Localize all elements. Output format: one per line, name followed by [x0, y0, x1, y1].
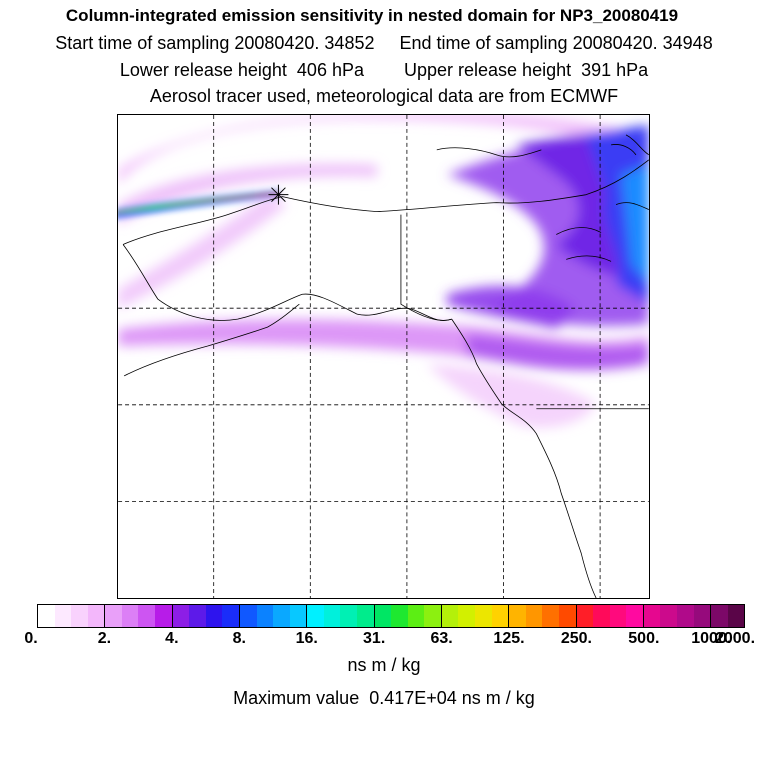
- colorbar-segment: [205, 605, 223, 627]
- colorbar-tick-label: 2000.: [714, 630, 756, 647]
- colorbar-segment: [643, 605, 661, 627]
- plume-layer: [118, 115, 649, 428]
- colorbar-segment: [391, 605, 408, 627]
- tracer-info-line: Aerosol tracer used, meteorological data…: [149, 86, 619, 106]
- colorbar-segment: [323, 605, 341, 627]
- colorbar-segment: [273, 605, 290, 627]
- graticule: [118, 115, 649, 598]
- colorbar: [37, 604, 745, 628]
- colorbar-segment: [289, 605, 308, 627]
- colorbar-tick-label: 500.: [628, 630, 660, 647]
- colorbar-segment: [222, 605, 240, 627]
- colorbar-segment: [693, 605, 712, 627]
- release-height-line: Lower release height 406 hPa Upper relea…: [119, 60, 649, 80]
- receptor-streak: [118, 189, 280, 218]
- colorbar-segment: [593, 605, 610, 627]
- colorbar-segment: [660, 605, 677, 627]
- colorbar-segment: [54, 605, 72, 627]
- colorbar-segment: [138, 605, 156, 627]
- colorbar-tick-label: 4.: [165, 630, 179, 647]
- colorbar-segment: [441, 605, 459, 627]
- colorbar-segment: [105, 605, 122, 627]
- receptor-star-icon: [268, 184, 289, 205]
- colorbar-segment: [256, 605, 274, 627]
- colorbar-segment: [71, 605, 88, 627]
- colorbar-segment: [626, 605, 644, 627]
- colorbar-tick-label: 8.: [232, 630, 246, 647]
- colorbar-segment: [307, 605, 324, 627]
- colorbar-segment: [558, 605, 577, 627]
- colorbar-tick-label: 2.: [97, 630, 112, 647]
- colorbar-segment: [121, 605, 139, 627]
- colorbar-segment: [189, 605, 206, 627]
- sampling-time-line: Start time of sampling 20080420. 34852 E…: [55, 33, 713, 53]
- colorbar-segment: [676, 605, 694, 627]
- colorbar-tick-label: 1000.: [691, 630, 732, 647]
- colorbar-units: ns m / kg: [347, 655, 421, 675]
- colorbar-segment: [491, 605, 510, 627]
- colorbar-segment: [542, 605, 559, 627]
- colorbar-segment: [340, 605, 357, 627]
- colorbar-segment: [239, 605, 257, 627]
- colorbar-segment: [458, 605, 476, 627]
- colorbar-segment: [87, 605, 106, 627]
- colorbar-tick-label: 125.: [493, 630, 525, 647]
- map-title: Column-integrated emission sensitivity i…: [65, 6, 679, 25]
- colorbar-tick-label: 63.: [430, 630, 453, 647]
- colorbar-segment: [727, 605, 745, 627]
- colorbar-segment: [356, 605, 375, 627]
- colorbar-segment: [172, 605, 190, 627]
- colorbar-segment: [407, 605, 425, 627]
- sensitivity-map: [117, 114, 650, 599]
- maximum-value: Maximum value 0.417E+04 ns m / kg: [233, 688, 535, 708]
- colorbar-segment: [509, 605, 526, 627]
- colorbar-tick-label: 250.: [560, 630, 592, 647]
- colorbar-tick-label: 0.: [24, 630, 38, 647]
- colorbar-segment: [609, 605, 627, 627]
- colorbar-tick-label: 31.: [363, 630, 386, 647]
- colorbar-tick-label: 16.: [295, 630, 318, 647]
- colorbar-segment: [475, 605, 492, 627]
- coastline-layer: [122, 134, 649, 598]
- colorbar-segment: [424, 605, 442, 627]
- colorbar-segment: [155, 605, 173, 627]
- colorbar-segment: [711, 605, 728, 627]
- colorbar-segment: [374, 605, 392, 627]
- colorbar-segment: [38, 605, 55, 627]
- colorbar-tick-labels: 0. 2. 4. 8. 16. 31. 63. 125. 250. 500. 1000. 2000.: [0, 630, 768, 654]
- colorbar-segment: [525, 605, 543, 627]
- colorbar-segment: [576, 605, 594, 627]
